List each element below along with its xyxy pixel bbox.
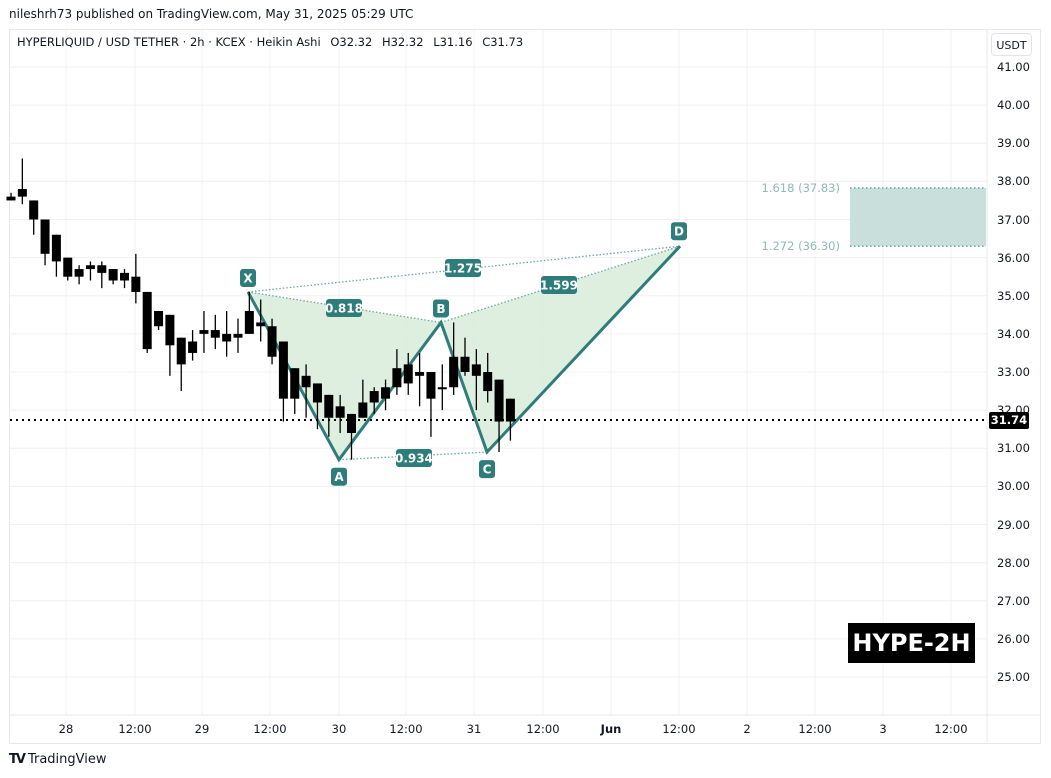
time-tick-label: Jun <box>600 722 622 736</box>
ratio-ac-label[interactable]: 0.934 <box>395 449 433 467</box>
target-zone[interactable]: 1.618 (37.83) 1.272 (36.30) <box>762 181 986 253</box>
price-tick-label: 39.00 <box>997 136 1030 151</box>
ratio-bd-label[interactable]: 1.599 <box>540 276 578 294</box>
time-tick-label: 12:00 <box>526 722 560 736</box>
time-tick-label: 31 <box>466 722 482 736</box>
target-lower-label: 1.272 (36.30) <box>762 239 840 253</box>
price-tick-label: 26.00 <box>997 631 1030 646</box>
svg-text:A: A <box>334 470 344 484</box>
svg-text:X: X <box>243 271 253 285</box>
time-tick-label: 3 <box>879 722 887 736</box>
point-b-label[interactable]: B <box>433 299 449 318</box>
ratio-xd-label[interactable]: 1.275 <box>444 259 482 277</box>
price-tick-label: 27.00 <box>997 593 1030 608</box>
target-upper-label: 1.618 (37.83) <box>762 181 840 195</box>
point-x-label[interactable]: X <box>240 268 256 287</box>
time-tick-label: 2 <box>743 722 751 736</box>
currency-button[interactable]: USDT <box>991 33 1032 56</box>
point-c-label[interactable]: C <box>479 460 495 479</box>
point-a-label[interactable]: A <box>331 467 347 486</box>
price-tick-label: 36.00 <box>997 250 1030 265</box>
price-tick-label: 34.00 <box>997 326 1030 341</box>
ohlc-open: O32.32 <box>330 35 373 49</box>
symbol-legend: HYPERLIQUID / USD TETHER · 2h · KCEX · H… <box>17 35 529 49</box>
price-tick-label: 25.00 <box>997 670 1030 684</box>
price-tick-label: 33.00 <box>997 365 1030 379</box>
time-tick-label: 12:00 <box>934 722 968 736</box>
harmonic-pattern[interactable]: X A B C D 0.818 0.934 1.599 1.275 <box>240 222 687 486</box>
time-tick-label: 12:00 <box>662 722 696 736</box>
ratio-xb-label[interactable]: 0.818 <box>325 299 363 317</box>
time-tick-label: 28 <box>58 722 74 736</box>
svg-text:C: C <box>483 463 492 477</box>
svg-text:0.818: 0.818 <box>325 302 363 316</box>
svg-text:D: D <box>674 225 684 239</box>
brand-name: TradingView <box>27 752 107 767</box>
symbol-title[interactable]: HYPERLIQUID / USD TETHER · 2h · KCEX · H… <box>17 35 321 49</box>
tradingview-brand[interactable]: TV TradingView <box>9 752 106 767</box>
price-tick-label: 30.00 <box>997 479 1030 494</box>
svg-text:B: B <box>436 302 445 316</box>
price-tick-label: 31.00 <box>997 441 1030 456</box>
ohlc-low: L31.16 <box>433 35 473 49</box>
time-tick-label: 12:00 <box>389 722 423 736</box>
tradingview-logo-icon: TV <box>9 752 26 767</box>
time-tick-label: 12:00 <box>798 722 832 736</box>
time-tick-label: 12:00 <box>118 722 152 736</box>
time-tick-label: 29 <box>194 722 210 736</box>
price-tick-label: 41.00 <box>997 60 1030 74</box>
svg-text:0.934: 0.934 <box>395 452 433 466</box>
ticker-badge: HYPE-2H <box>848 623 975 663</box>
time-tick-label: 12:00 <box>253 722 287 736</box>
price-tick-label: 29.00 <box>997 517 1030 532</box>
svg-text:1.599: 1.599 <box>540 279 578 293</box>
candles <box>6 158 515 460</box>
ohlc-close: C31.73 <box>482 35 524 49</box>
price-tick-label: 35.00 <box>997 288 1030 303</box>
last-price-tag: 31.74 <box>989 412 1029 429</box>
point-d-label[interactable]: D <box>671 222 687 241</box>
price-tick-label: 40.00 <box>997 98 1030 113</box>
published-info: nileshrh73 published on TradingView.com,… <box>9 7 414 21</box>
chart-frame <box>9 29 1041 744</box>
price-tick-label: 37.00 <box>997 212 1030 227</box>
price-tick-label: 28.00 <box>997 555 1030 570</box>
price-tick-label: 38.00 <box>997 174 1030 189</box>
time-tick-label: 30 <box>331 722 347 736</box>
svg-text:1.275: 1.275 <box>444 262 482 276</box>
ohlc-high: H32.32 <box>381 35 424 49</box>
